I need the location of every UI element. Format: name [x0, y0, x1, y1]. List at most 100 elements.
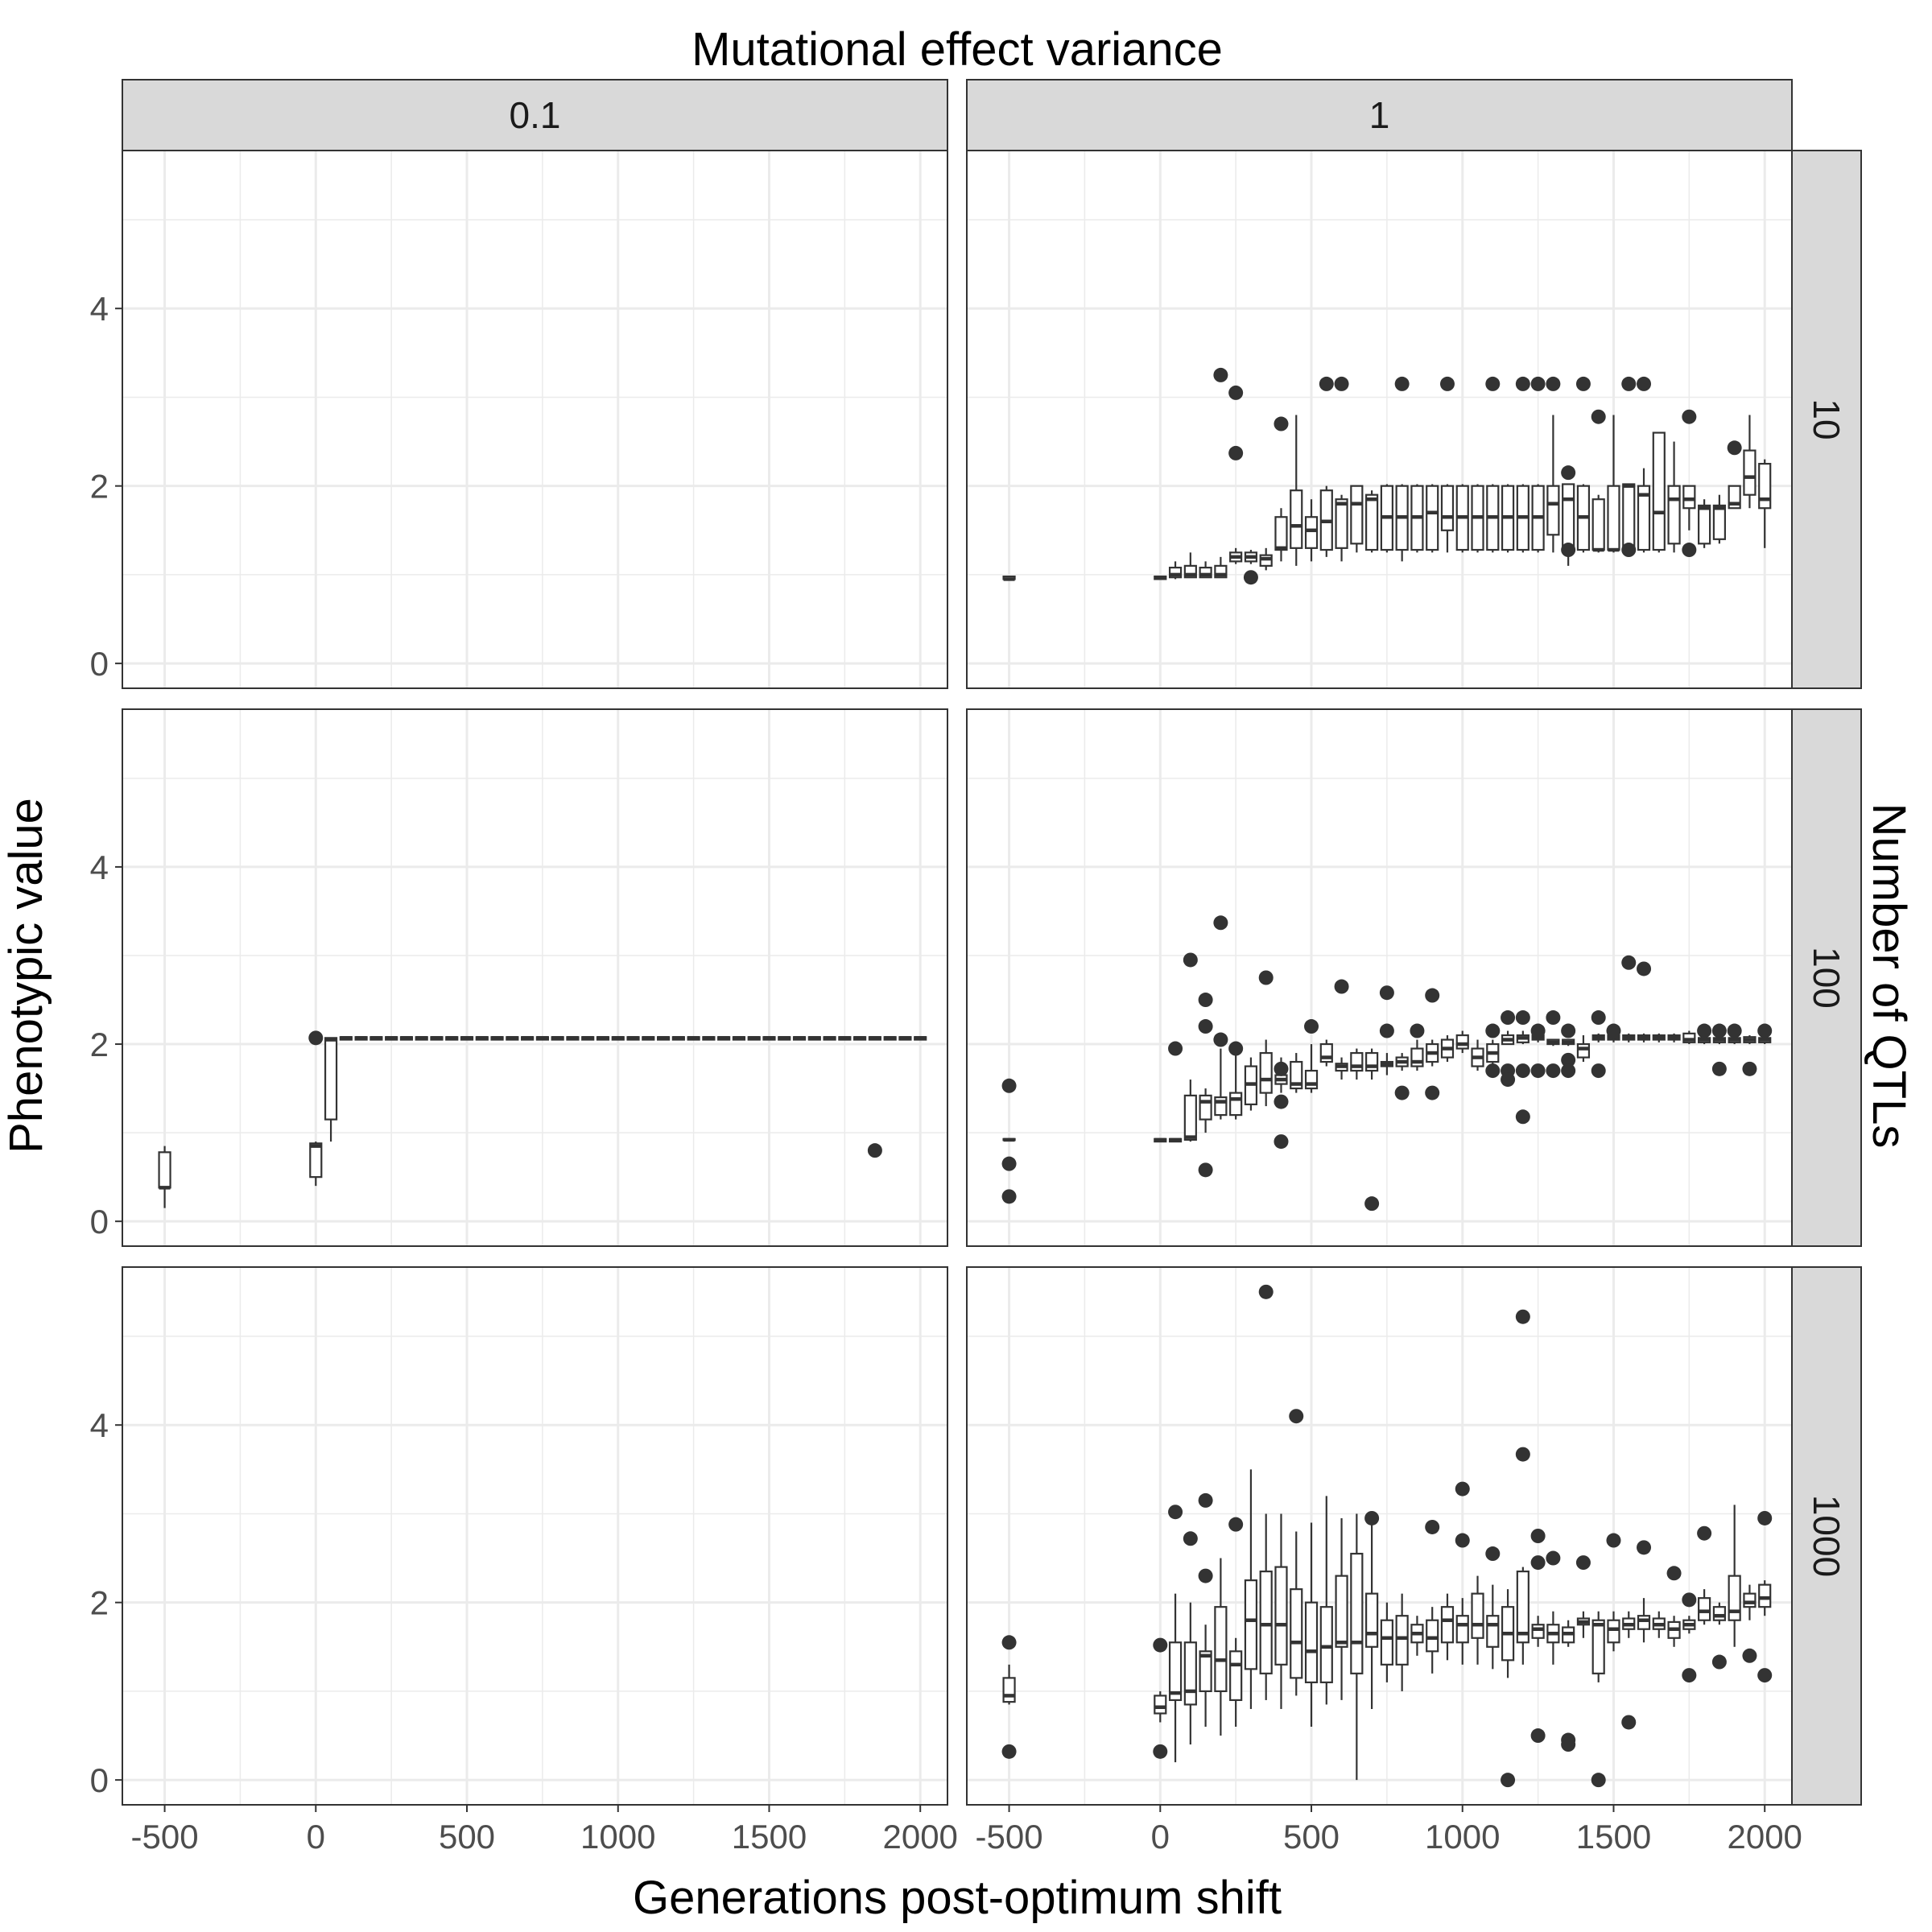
- box-1250: [1530, 1023, 1546, 1079]
- box-2000: [1757, 1510, 1773, 1683]
- box-50: [1168, 561, 1183, 580]
- outlier-point: [1198, 993, 1213, 1008]
- outlier-point: [1682, 543, 1697, 558]
- box-200: [1213, 367, 1228, 579]
- panel-1-1000: -500 0 500 1000 1500 2000: [966, 1266, 1802, 1856]
- box-iqr: [1758, 1583, 1772, 1608]
- box-150: [1198, 1492, 1213, 1727]
- row-strip-label: 100: [1806, 947, 1847, 1009]
- outlier-point: [867, 1143, 882, 1158]
- box-1350: [1561, 1620, 1576, 1752]
- box-iqr: [1682, 485, 1696, 510]
- box-300: [1244, 1469, 1258, 1709]
- box-600: [490, 1036, 504, 1041]
- outlier-point: [1274, 1061, 1289, 1076]
- box-iqr: [1335, 498, 1348, 549]
- box-iqr: [1319, 1606, 1333, 1683]
- outlier-point: [1258, 970, 1274, 985]
- box-iqr: [1728, 1575, 1741, 1621]
- outlier-point: [1697, 1525, 1712, 1541]
- box-50: [1168, 1041, 1183, 1143]
- outlier-point: [1515, 1063, 1530, 1079]
- box-iqr: [1290, 1588, 1303, 1679]
- box-750: [1379, 985, 1394, 1075]
- box-iqr: [1516, 1570, 1530, 1644]
- box--500: [1002, 576, 1016, 581]
- box-iqr: [1607, 485, 1620, 551]
- box-100: [339, 1036, 353, 1041]
- box-50: [1168, 1505, 1183, 1763]
- box-1750: [1682, 1592, 1697, 1683]
- outlier-point: [1606, 1023, 1621, 1038]
- outlier-point: [1198, 1492, 1213, 1508]
- box-400: [1274, 416, 1289, 562]
- box-750: [535, 1036, 549, 1041]
- outlier-point: [1198, 1019, 1213, 1034]
- panel-background: [967, 1267, 1792, 1805]
- box-1600: [1637, 961, 1652, 1042]
- box-100: [1183, 1531, 1198, 1745]
- box-900: [1426, 484, 1439, 553]
- y-tick-label: 4: [90, 1406, 109, 1444]
- x-tick-label: -500: [976, 1818, 1043, 1856]
- box-iqr: [1440, 485, 1455, 531]
- outlier-point: [1289, 1409, 1304, 1424]
- box-iqr: [1698, 1597, 1711, 1621]
- box-1450: [1591, 1611, 1606, 1788]
- box-850: [1410, 1616, 1424, 1656]
- outlier-point: [1530, 376, 1546, 391]
- box-250: [1228, 1517, 1244, 1727]
- box-300: [1243, 550, 1258, 585]
- box-iqr: [1002, 1677, 1016, 1703]
- box-1900: [1727, 1023, 1742, 1045]
- outlier-point: [1274, 1094, 1289, 1109]
- box-1050: [1471, 484, 1484, 553]
- outlier-point: [1228, 385, 1244, 400]
- box-1200: [1515, 1309, 1530, 1665]
- box-iqr: [1380, 1619, 1393, 1666]
- outlier-point: [1228, 445, 1244, 460]
- box-200: [1213, 915, 1228, 1120]
- box-900: [581, 1036, 595, 1041]
- outlier-point: [1425, 1085, 1440, 1100]
- y-tick-label: 0: [90, 645, 109, 683]
- box-550: [1319, 1496, 1333, 1705]
- box-iqr: [1743, 449, 1757, 496]
- box-iqr: [1274, 1566, 1288, 1666]
- box-iqr: [1562, 483, 1575, 549]
- box-850: [1410, 484, 1424, 553]
- outlier-point: [1546, 1010, 1561, 1026]
- outlier-point: [1228, 1041, 1244, 1056]
- box-1250: [687, 1036, 700, 1041]
- x-tick-label: 1000: [1425, 1818, 1500, 1856]
- box-450: [1290, 415, 1303, 566]
- box-iqr: [1743, 1592, 1757, 1608]
- box-1300: [1546, 1550, 1561, 1665]
- box-1500: [762, 1036, 776, 1041]
- box-iqr: [324, 1037, 338, 1121]
- box-900: [1425, 988, 1440, 1100]
- y-tick-label: 4: [90, 290, 109, 328]
- outlier-point: [1561, 1737, 1576, 1752]
- box-1650: [1652, 1611, 1666, 1638]
- outlier-point: [1757, 1668, 1773, 1683]
- outlier-point: [1213, 1032, 1228, 1047]
- box-200: [1214, 1558, 1228, 1736]
- box-0: [1154, 1137, 1167, 1143]
- outlier-point: [1334, 376, 1349, 391]
- outlier-point: [1258, 1284, 1274, 1299]
- box-1000: [1455, 484, 1469, 553]
- outlier-point: [1711, 1061, 1727, 1076]
- outlier-point: [1485, 376, 1501, 391]
- panel-background: [122, 1267, 947, 1805]
- box-iqr: [1395, 1615, 1409, 1666]
- panel-background: [122, 151, 947, 688]
- outlier-point: [1183, 1531, 1198, 1546]
- x-axis-title: Generations post-optimum shift: [633, 1872, 1282, 1924]
- outlier-point: [1001, 1635, 1017, 1650]
- outlier-point: [1334, 979, 1349, 994]
- box-500: [460, 1036, 474, 1041]
- box-1550: [1621, 1611, 1637, 1730]
- box-600: [1335, 1517, 1348, 1700]
- box-2000: [914, 1036, 927, 1041]
